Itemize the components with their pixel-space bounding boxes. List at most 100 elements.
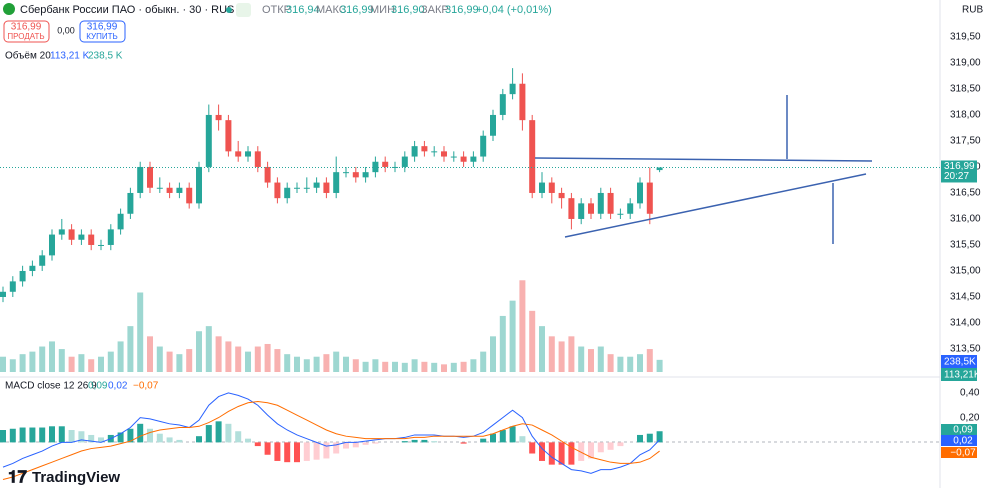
price-tag (941, 160, 977, 183)
macd-hist-bar (98, 437, 104, 443)
candle-body (166, 187, 173, 193)
trend-drawings (534, 95, 873, 244)
trend-line (534, 157, 873, 162)
macd-hist-bar (127, 428, 134, 443)
ohlc-label: МАКС (316, 4, 347, 16)
macd-tick-label: 0,40 (960, 388, 980, 399)
volume-bar (656, 359, 663, 372)
macd-hist-bar (539, 442, 545, 461)
volume-bar (196, 331, 202, 372)
candle-body (147, 166, 153, 188)
macd-tag (941, 424, 977, 435)
volume-bar (284, 354, 291, 372)
ohlc-value: 316,90 (391, 4, 425, 16)
volume-bar (588, 349, 594, 372)
candle-body (323, 182, 330, 193)
candle-body (568, 198, 575, 219)
volume-bar (264, 343, 271, 372)
ohlc-value: 316,99 (340, 4, 374, 16)
candle-body (362, 172, 369, 178)
candle-body (490, 114, 496, 136)
volume-bar (98, 356, 104, 372)
volume-bar (166, 351, 173, 372)
macd-hist-bar (578, 442, 585, 461)
y-tick-label: 316,00 (950, 214, 981, 225)
y-tick-label: 314,00 (950, 318, 981, 329)
macd-hist-bar (196, 436, 202, 443)
y-tick-label: 319,00 (950, 58, 981, 69)
y-tick-label: 318,00 (950, 110, 981, 121)
candle-body (88, 234, 95, 245)
macd-hist-bar (9, 428, 16, 443)
volume-value: 238,5 K (88, 51, 123, 62)
macd-hist-bar (284, 442, 291, 463)
ohlc-value: 316,99 (445, 4, 479, 16)
macd-hist-bar (509, 426, 516, 443)
candle-body (49, 234, 55, 256)
candle-body (264, 166, 271, 183)
volume-bar (372, 359, 379, 372)
candle-body (29, 265, 36, 271)
macd-tag-label: −0,07 (950, 448, 976, 459)
candle-body (607, 192, 614, 214)
candle-body (470, 156, 477, 162)
macd-hist-bar (176, 439, 183, 443)
macd-hist-bar (156, 433, 163, 443)
volume-bar (352, 359, 359, 372)
candle-body (254, 151, 261, 167)
volume-bar (607, 354, 614, 372)
candle-body (117, 213, 124, 230)
volume-bar (19, 354, 26, 372)
macd-hist-bar (568, 442, 575, 465)
candle-body (431, 151, 438, 153)
volume-bar (548, 336, 555, 372)
macd-hist-bar (362, 442, 369, 445)
volume-bar (392, 361, 398, 372)
candle-body (19, 270, 26, 282)
macd-tag-label: 0,09 (953, 425, 973, 436)
candle-body (539, 182, 545, 193)
macd-hist-bar (147, 428, 153, 443)
macd-hist-bar (225, 423, 232, 443)
brand-logo: 𝟏𝟕 (8, 467, 27, 486)
volume-tag (941, 355, 977, 368)
macd-hist-bar (431, 441, 438, 443)
candle-body (656, 167, 663, 171)
candle-body (548, 182, 555, 193)
volume-bar (637, 354, 643, 372)
macd-hist-bar (264, 442, 271, 455)
macd-hist-bar (343, 442, 349, 449)
macd-tag-label: 0,02 (953, 436, 973, 447)
currency[interactable]: RUB (962, 5, 983, 16)
volume-bar (9, 359, 16, 372)
candle-body (519, 83, 526, 121)
macd-hist-bar (245, 438, 251, 443)
volume-bar (205, 326, 212, 372)
candle-body (303, 187, 310, 189)
candle-body (382, 161, 389, 167)
candle-body (450, 156, 457, 158)
candle-body (627, 203, 634, 214)
candle-body (480, 135, 487, 157)
indicator-icon[interactable] (236, 3, 251, 17)
candle-body (637, 182, 643, 204)
sell-button[interactable] (3, 20, 50, 43)
volume-bar (137, 292, 144, 372)
volume-bar (499, 315, 506, 372)
candle-body (646, 182, 653, 214)
signal-line (2, 401, 660, 480)
volume-bar (58, 349, 65, 372)
volume-bar (578, 346, 585, 372)
buy-button[interactable] (79, 20, 126, 43)
candle-body (499, 94, 506, 115)
candle-body (58, 229, 65, 235)
candle-body (529, 120, 536, 193)
sell-label: ПРОДАТЬ (7, 32, 44, 41)
volume-bar (127, 326, 134, 372)
volume-bar (117, 341, 124, 372)
volume-bar (68, 356, 75, 372)
macd-hist-bar (166, 437, 173, 443)
candle-body (421, 146, 428, 152)
volume-bar (529, 310, 536, 372)
volume-bar (323, 354, 330, 372)
